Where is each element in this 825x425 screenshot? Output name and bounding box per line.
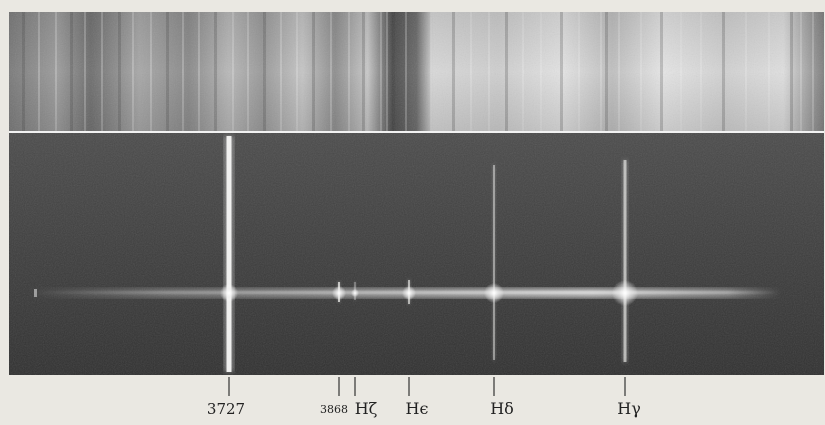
emission-line-h-epsilon [402,280,416,304]
label-h-epsilon: Hϵ [406,399,429,418]
label-3868: 3868 [320,403,348,416]
emission-line-3868 [332,282,346,302]
line-markers [228,377,626,396]
label-3727: 3727 [207,400,245,418]
label-h-zeta: Hζ [355,399,378,418]
comparison-spectrum [9,12,824,132]
label-h-gamma: Hγ [617,399,641,418]
nebular-spectrum [9,133,824,375]
strip-separator [9,131,824,133]
emission-line-h-delta [484,165,504,360]
emission-line-h-zeta [351,282,359,300]
label-h-delta: Hδ [490,399,514,418]
emission-line-3727 [220,136,238,372]
emission-line-h-gamma [612,160,638,362]
